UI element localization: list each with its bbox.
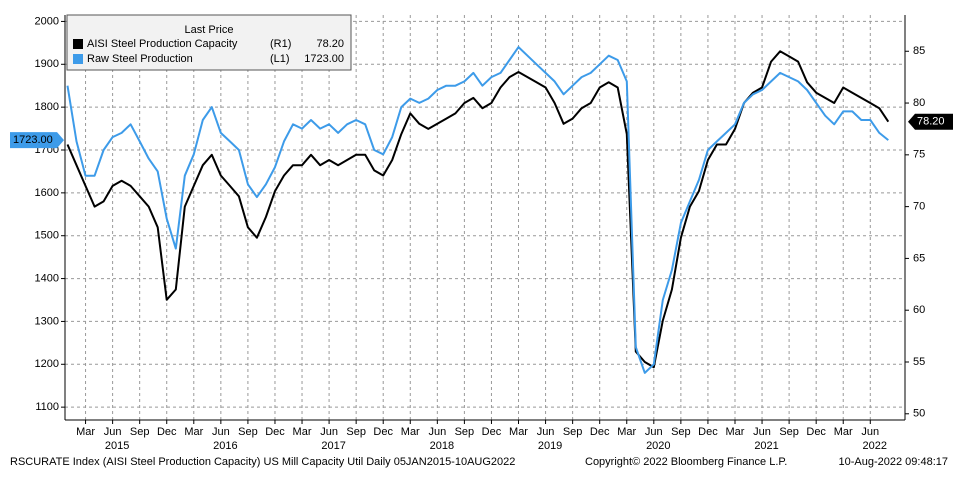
x-tick-label: Dec <box>373 426 393 438</box>
y2-tick-label: 75 <box>913 149 925 161</box>
x-tick-label: Sep <box>455 426 475 438</box>
legend-title: Last Price <box>185 24 234 36</box>
last-value-label: 78.20 <box>917 116 945 128</box>
footer-source: RSCURATE Index (AISI Steel Production Ca… <box>10 456 515 468</box>
legend-value: 1723.00 <box>304 53 344 65</box>
x-tick-label: Mar <box>184 426 203 438</box>
x-tick-label: Jun <box>428 426 446 438</box>
x-tick-label: Dec <box>157 426 177 438</box>
legend-swatch <box>73 39 83 49</box>
x-tick-label: Dec <box>698 426 718 438</box>
footer-copyright: Copyright© 2022 Bloomberg Finance L.P. <box>585 456 787 468</box>
y-tick-label: 1400 <box>35 272 59 284</box>
x-tick-label: Sep <box>346 426 366 438</box>
legend-label: Raw Steel Production <box>87 53 193 65</box>
y-tick-label: 1300 <box>35 315 59 327</box>
x-tick-label: Mar <box>834 426 853 438</box>
x-tick-label: Dec <box>806 426 826 438</box>
x-tick-label: Sep <box>130 426 150 438</box>
x-tick-label: Jun <box>320 426 338 438</box>
y-tick-label: 1100 <box>35 401 59 413</box>
y-tick-label: 2000 <box>35 15 59 27</box>
x-tick-label: Mar <box>293 426 312 438</box>
y2-tick-label: 60 <box>913 304 925 316</box>
legend-swatch <box>73 54 83 64</box>
legend-box <box>66 14 352 71</box>
x-tick-label: Sep <box>671 426 691 438</box>
x-year-label: 2021 <box>754 440 778 452</box>
legend: Last Price AISI Steel Production Capacit… <box>66 14 352 71</box>
x-tick-label: Jun <box>104 426 122 438</box>
lines <box>66 46 890 374</box>
x-tick-label: Dec <box>265 426 285 438</box>
last-value-tag <box>908 113 953 130</box>
x-tick-label: Sep <box>238 426 258 438</box>
x-year-label: 2016 <box>213 440 237 452</box>
y-tick-label: 1600 <box>35 187 59 199</box>
x-tick-label: Sep <box>563 426 583 438</box>
x-tick-label: Mar <box>726 426 745 438</box>
last-value-label: 1723.00 <box>13 134 53 146</box>
x-tick-label: Mar <box>509 426 528 438</box>
legend-axis: (R1) <box>270 38 291 50</box>
footer-timestamp: 10-Aug-2022 09:48:17 <box>839 456 948 468</box>
x-tick-label: Dec <box>590 426 610 438</box>
x-year-label: 2020 <box>646 440 670 452</box>
x-year-label: 2017 <box>321 440 345 452</box>
x-year-label: 2015 <box>105 440 129 452</box>
x-tick-label: Mar <box>401 426 420 438</box>
y-tick-label: 1200 <box>35 358 59 370</box>
y2-tick-label: 65 <box>913 252 925 264</box>
legend-value: 78.20 <box>316 38 344 50</box>
x-tick-label: Jun <box>753 426 771 438</box>
x-tick-label: Mar <box>617 426 636 438</box>
y2-tick-label: 70 <box>913 201 925 213</box>
y2-tick-label: 55 <box>913 356 925 368</box>
y2-tick-label: 50 <box>913 408 925 420</box>
series-line <box>66 46 889 374</box>
x-year-label: 2022 <box>863 440 887 452</box>
x-tick-label: Mar <box>76 426 95 438</box>
y2-tick-label: 80 <box>913 97 925 109</box>
x-tick-label: Dec <box>482 426 502 438</box>
x-year-label: 2018 <box>430 440 454 452</box>
x-year-label: 2019 <box>538 440 562 452</box>
y2-tick-label: 85 <box>913 45 925 57</box>
legend-axis: (L1) <box>270 53 290 65</box>
x-tick-label: Jun <box>212 426 230 438</box>
x-tick-label: Jun <box>537 426 555 438</box>
legend-label: AISI Steel Production Capacity <box>87 38 238 50</box>
x-tick-label: Jun <box>645 426 663 438</box>
y-tick-label: 1800 <box>35 101 59 113</box>
y-tick-label: 1500 <box>35 230 59 242</box>
x-tick-label: Sep <box>779 426 799 438</box>
x-tick-label: Jun <box>861 426 879 438</box>
y-tick-label: 1900 <box>35 58 59 70</box>
last-value-tag <box>10 132 64 149</box>
